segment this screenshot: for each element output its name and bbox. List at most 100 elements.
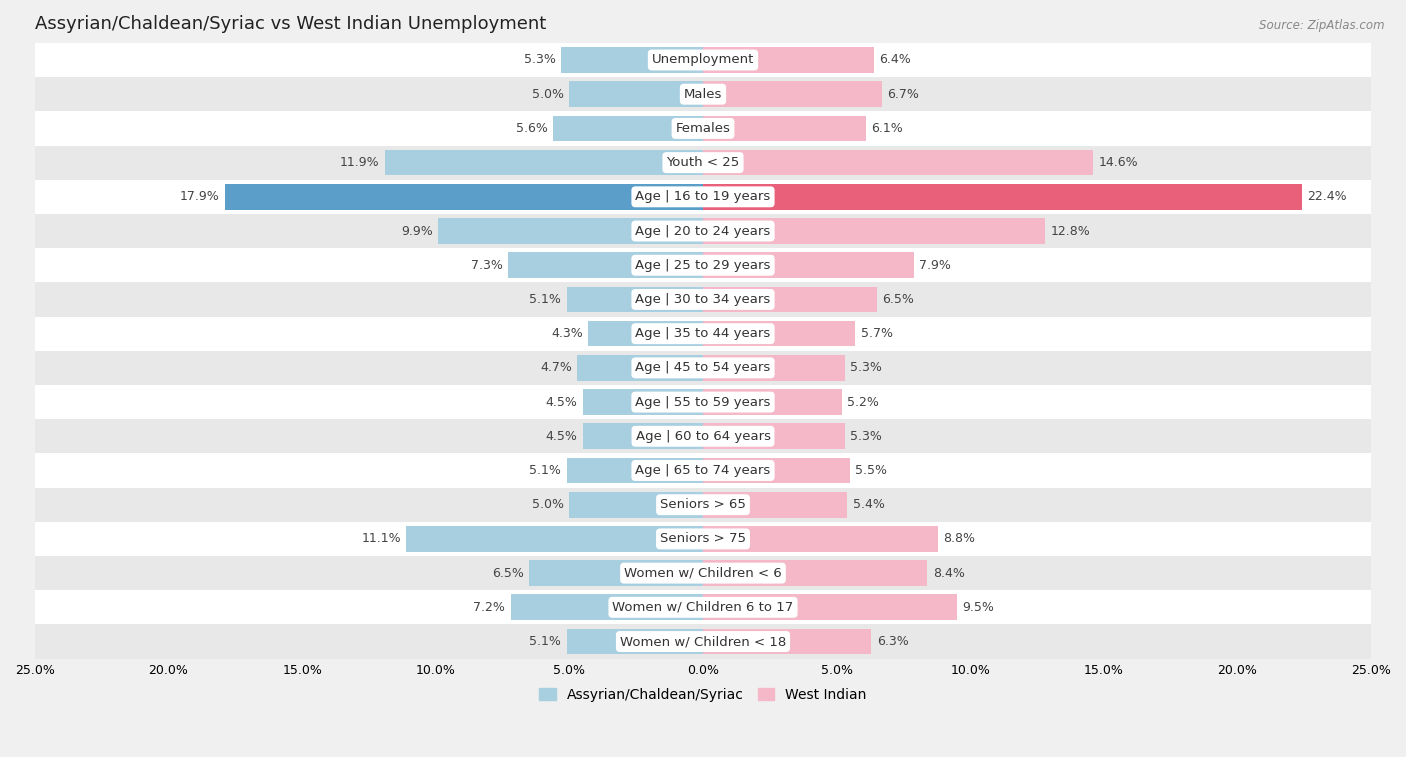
Bar	[35, 350, 1371, 385]
Bar	[703, 423, 845, 449]
Text: 14.6%: 14.6%	[1098, 156, 1137, 169]
Text: 6.5%: 6.5%	[492, 566, 524, 580]
Bar	[703, 355, 845, 381]
Text: Women w/ Children 6 to 17: Women w/ Children 6 to 17	[613, 601, 793, 614]
Text: 6.5%: 6.5%	[882, 293, 914, 306]
Bar	[508, 252, 703, 278]
Bar	[569, 492, 703, 518]
Bar	[582, 389, 703, 415]
Bar	[35, 522, 1371, 556]
Bar	[703, 389, 842, 415]
Bar	[703, 218, 1045, 244]
Bar	[35, 248, 1371, 282]
Bar	[35, 282, 1371, 316]
Bar	[582, 423, 703, 449]
Text: Age | 45 to 54 years: Age | 45 to 54 years	[636, 361, 770, 375]
Text: Age | 16 to 19 years: Age | 16 to 19 years	[636, 190, 770, 204]
Bar	[35, 453, 1371, 488]
Bar	[703, 287, 877, 313]
Text: Age | 35 to 44 years: Age | 35 to 44 years	[636, 327, 770, 340]
Bar	[35, 111, 1371, 145]
Bar	[529, 560, 703, 586]
Text: 5.1%: 5.1%	[530, 635, 561, 648]
Bar	[385, 150, 703, 176]
Text: Age | 55 to 59 years: Age | 55 to 59 years	[636, 396, 770, 409]
Bar	[510, 594, 703, 620]
Text: 5.0%: 5.0%	[531, 88, 564, 101]
Text: 5.6%: 5.6%	[516, 122, 548, 135]
Bar	[35, 488, 1371, 522]
Text: 6.1%: 6.1%	[872, 122, 903, 135]
Text: 7.9%: 7.9%	[920, 259, 952, 272]
Bar	[35, 145, 1371, 179]
Bar	[703, 526, 938, 552]
Bar	[703, 492, 848, 518]
Text: Assyrian/Chaldean/Syriac vs West Indian Unemployment: Assyrian/Chaldean/Syriac vs West Indian …	[35, 15, 546, 33]
Text: 5.1%: 5.1%	[530, 293, 561, 306]
Text: 6.3%: 6.3%	[877, 635, 908, 648]
Text: 5.7%: 5.7%	[860, 327, 893, 340]
Text: 5.2%: 5.2%	[848, 396, 879, 409]
Bar	[703, 252, 914, 278]
Legend: Assyrian/Chaldean/Syriac, West Indian: Assyrian/Chaldean/Syriac, West Indian	[534, 682, 872, 707]
Text: Age | 60 to 64 years: Age | 60 to 64 years	[636, 430, 770, 443]
Text: 4.7%: 4.7%	[540, 361, 572, 375]
Text: 5.0%: 5.0%	[531, 498, 564, 511]
Bar	[703, 81, 882, 107]
Text: Age | 65 to 74 years: Age | 65 to 74 years	[636, 464, 770, 477]
Text: 11.1%: 11.1%	[361, 532, 401, 545]
Bar	[35, 316, 1371, 350]
Bar	[35, 385, 1371, 419]
Text: 8.8%: 8.8%	[943, 532, 976, 545]
Text: 5.1%: 5.1%	[530, 464, 561, 477]
Text: 4.5%: 4.5%	[546, 430, 578, 443]
Text: 5.3%: 5.3%	[851, 361, 882, 375]
Bar	[567, 629, 703, 654]
Text: 4.5%: 4.5%	[546, 396, 578, 409]
Text: Age | 30 to 34 years: Age | 30 to 34 years	[636, 293, 770, 306]
Text: Seniors > 65: Seniors > 65	[659, 498, 747, 511]
Text: 22.4%: 22.4%	[1308, 190, 1347, 204]
Bar	[35, 43, 1371, 77]
Bar	[225, 184, 703, 210]
Text: 7.3%: 7.3%	[471, 259, 502, 272]
Bar	[35, 625, 1371, 659]
Bar	[439, 218, 703, 244]
Bar	[588, 321, 703, 347]
Text: Unemployment: Unemployment	[652, 54, 754, 67]
Bar	[703, 321, 855, 347]
Bar	[35, 77, 1371, 111]
Text: 5.4%: 5.4%	[852, 498, 884, 511]
Text: 6.7%: 6.7%	[887, 88, 920, 101]
Text: Women w/ Children < 18: Women w/ Children < 18	[620, 635, 786, 648]
Bar	[703, 116, 866, 142]
Bar	[703, 560, 928, 586]
Bar	[703, 150, 1092, 176]
Text: 17.9%: 17.9%	[180, 190, 219, 204]
Bar	[35, 179, 1371, 214]
Bar	[569, 81, 703, 107]
Bar	[703, 629, 872, 654]
Text: 9.5%: 9.5%	[962, 601, 994, 614]
Text: 9.9%: 9.9%	[401, 225, 433, 238]
Text: Women w/ Children < 6: Women w/ Children < 6	[624, 566, 782, 580]
Text: Age | 20 to 24 years: Age | 20 to 24 years	[636, 225, 770, 238]
Bar	[35, 419, 1371, 453]
Text: 4.3%: 4.3%	[551, 327, 582, 340]
Text: Youth < 25: Youth < 25	[666, 156, 740, 169]
Text: 5.3%: 5.3%	[524, 54, 555, 67]
Bar	[35, 214, 1371, 248]
Text: Age | 25 to 29 years: Age | 25 to 29 years	[636, 259, 770, 272]
Bar	[554, 116, 703, 142]
Bar	[35, 556, 1371, 590]
Text: 5.5%: 5.5%	[855, 464, 887, 477]
Bar	[567, 287, 703, 313]
Bar	[703, 458, 851, 483]
Text: 7.2%: 7.2%	[474, 601, 505, 614]
Text: 5.3%: 5.3%	[851, 430, 882, 443]
Bar	[35, 590, 1371, 625]
Text: 6.4%: 6.4%	[879, 54, 911, 67]
Bar	[561, 47, 703, 73]
Bar	[578, 355, 703, 381]
Bar	[703, 594, 957, 620]
